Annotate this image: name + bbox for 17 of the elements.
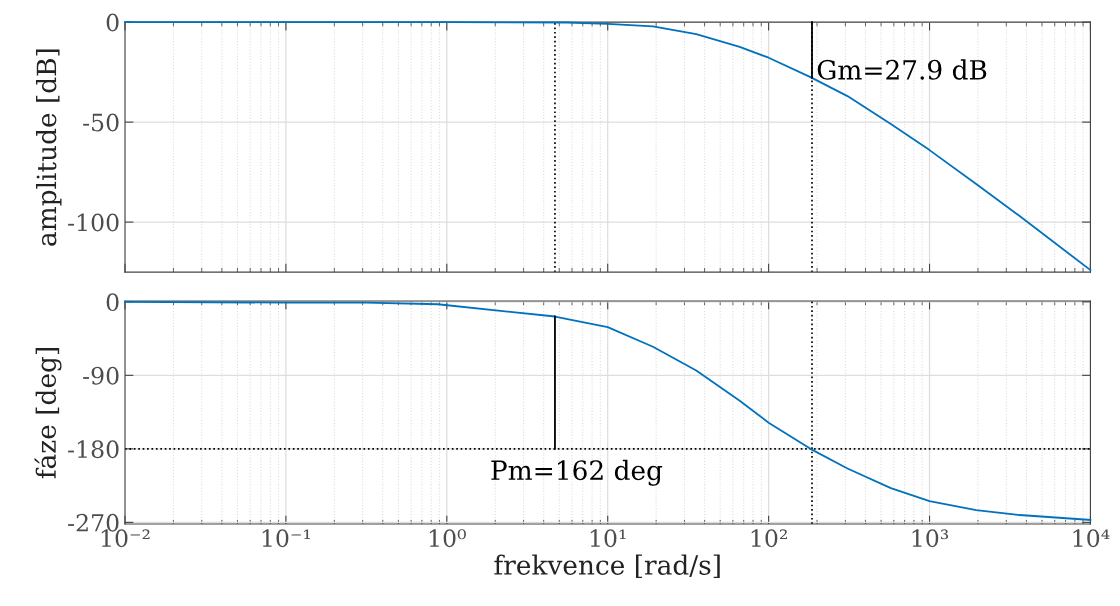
y-axis-title: amplitude [dB] (35, 49, 62, 246)
y-tick-label: -50 (83, 113, 119, 132)
y-tick-label: -100 (68, 213, 119, 232)
y-axis-title: fáze [deg] (34, 348, 62, 479)
annotation: Pm=162 deg (491, 459, 663, 486)
x-tick-label: 10⁰ (429, 529, 466, 548)
y-tick-label: -180 (68, 440, 119, 459)
annotation: Gm=27.9 dB (817, 59, 987, 80)
x-tick-label: 10¹ (590, 529, 626, 548)
y-tick-label: -90 (83, 366, 119, 385)
y-tick-label: 0 (106, 293, 119, 312)
x-tick-label: 10² (751, 529, 787, 548)
x-tick-label: 10⁴ (1073, 529, 1110, 548)
x-tick-label: 10³ (912, 529, 949, 548)
x-tick-label: 10⁻¹ (262, 529, 311, 548)
x-axis-title: frekvence [rad/s] (494, 554, 720, 579)
y-tick-label: 0 (106, 13, 119, 32)
